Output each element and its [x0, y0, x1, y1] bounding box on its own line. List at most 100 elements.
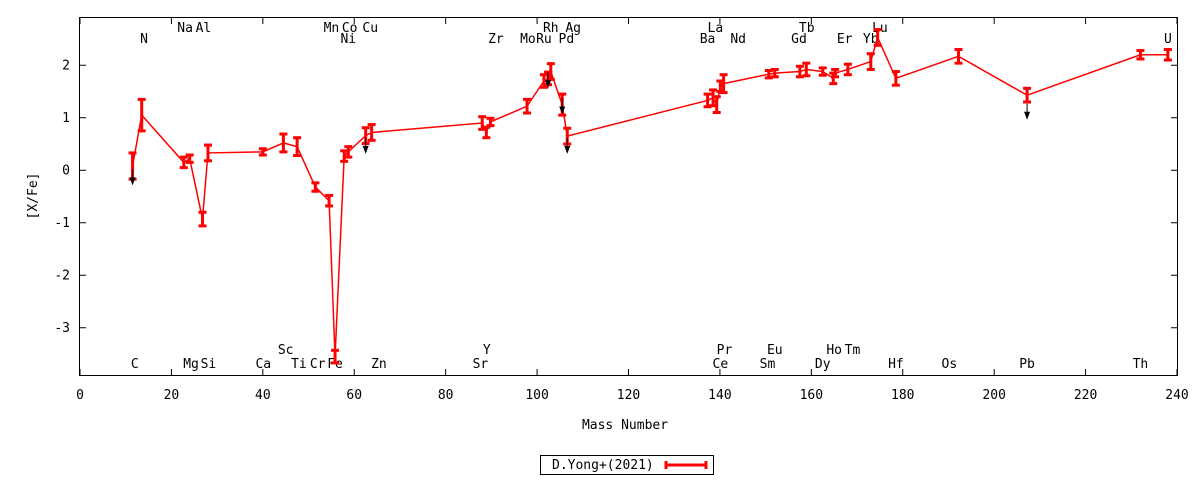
axis-ticks: 0 20 40 60 80 100 120 140 160 180 200 220 240 -3 -2 -1 0…: [54, 18, 1189, 403]
element-label: C: [131, 357, 139, 372]
element-label: Al: [196, 21, 212, 36]
x-tick-label: 140: [708, 388, 731, 403]
x-tick-label: 40: [255, 388, 271, 403]
data-point: [198, 210, 207, 228]
data-point: [331, 348, 340, 365]
data-point: [293, 136, 302, 158]
element-label: Pb: [1019, 357, 1035, 372]
y-tick-label: -1: [54, 216, 70, 231]
element-label: Mo: [520, 32, 536, 47]
element-label: Ba: [700, 32, 716, 47]
element-label: Sr: [473, 357, 489, 372]
data-point: [831, 67, 840, 79]
data-point: [1023, 86, 1032, 104]
data-point: [1163, 48, 1172, 62]
y-tick-label: -3: [54, 321, 70, 336]
series-line-group: [131, 35, 1168, 357]
y-tick-label: 1: [62, 111, 70, 126]
element-label: Y: [483, 343, 491, 358]
upper-limit-arrow: [1024, 103, 1031, 120]
element-label: Zn: [371, 357, 387, 372]
data-point: [367, 123, 376, 142]
data-point: [482, 125, 491, 140]
arrow-head: [129, 177, 136, 186]
element-label: Yb: [863, 32, 879, 47]
y-tick-label: -2: [54, 268, 70, 283]
data-point: [873, 28, 882, 47]
data-point: [325, 193, 334, 208]
x-tick-label: 100: [525, 388, 548, 403]
element-label: Ag: [565, 21, 581, 36]
element-label: Mg: [183, 357, 199, 372]
data-point: [843, 62, 852, 77]
element-label: Pr: [717, 343, 733, 358]
series-line: [131, 35, 1168, 357]
element-labels: NNaAlMnCoCuNiZrRhAgMoRuPdLaBaNdTbGdErLuY…: [131, 21, 1172, 372]
x-tick-label: 120: [617, 388, 640, 403]
element-label: Hf: [888, 357, 904, 372]
upper-limit-arrow: [129, 169, 136, 186]
element-label: Cu: [362, 21, 378, 36]
arrow-head: [1024, 111, 1031, 120]
data-point: [185, 153, 194, 164]
data-point: [818, 66, 827, 77]
element-label: Er: [837, 32, 853, 47]
element-label: Zr: [488, 32, 504, 47]
data-point: [258, 147, 267, 157]
legend-label: D.Yong+(2021): [552, 458, 654, 473]
x-tick-label: 220: [1074, 388, 1097, 403]
element-label: Rh: [543, 21, 559, 36]
x-tick-label: 0: [76, 388, 84, 403]
data-point: [1136, 49, 1145, 61]
data-point: [523, 97, 532, 115]
upper-limit-arrow: [362, 137, 369, 154]
x-tick-label: 20: [164, 388, 180, 403]
upper-limit-arrow: [545, 72, 552, 89]
element-label: Mn: [324, 21, 340, 36]
element-label: Ho: [826, 343, 842, 358]
element-label: Ce: [713, 357, 729, 372]
x-tick-label: 180: [891, 388, 914, 403]
element-label: Cr: [310, 357, 326, 372]
element-label: Pd: [559, 32, 575, 47]
x-tick-label: 240: [1165, 388, 1188, 403]
element-label: Tm: [845, 343, 861, 358]
x-tick-label: 80: [438, 388, 454, 403]
data-point: [311, 181, 320, 193]
y-tick-label: 0: [62, 163, 70, 178]
element-label: Sm: [760, 357, 776, 372]
x-tick-label: 160: [800, 388, 823, 403]
data-point: [179, 155, 188, 170]
data-point: [866, 52, 875, 71]
element-label: Th: [1133, 357, 1149, 372]
element-label: Ru: [536, 32, 552, 47]
arrow-head: [559, 106, 566, 115]
legend: D.Yong+(2021): [540, 455, 714, 475]
element-label: Ti: [291, 357, 307, 372]
data-point: [719, 73, 728, 95]
legend-box: [540, 455, 714, 475]
data-point: [770, 67, 779, 79]
element-label: Na: [177, 21, 193, 36]
y-axis-label: [X/Fe]: [26, 173, 41, 220]
element-label: Co: [342, 21, 358, 36]
data-point: [203, 143, 212, 163]
arrow-head: [545, 80, 552, 89]
element-label: Gd: [791, 32, 807, 47]
element-label: Fe: [327, 357, 343, 372]
data-point: [802, 61, 811, 78]
element-label: U: [1164, 32, 1172, 47]
plot-frame: [79, 17, 1178, 376]
element-label: Si: [201, 357, 217, 372]
x-tick-label: 200: [982, 388, 1005, 403]
element-label: Tb: [799, 21, 815, 36]
data-point: [954, 48, 963, 65]
element-label: Eu: [767, 343, 783, 358]
upper-limit-arrows: [129, 72, 1031, 186]
arrow-head: [362, 145, 369, 154]
element-label: Ni: [340, 32, 356, 47]
element-label: Os: [942, 357, 958, 372]
upper-limit-arrow: [559, 98, 566, 115]
element-label: N: [140, 32, 148, 47]
